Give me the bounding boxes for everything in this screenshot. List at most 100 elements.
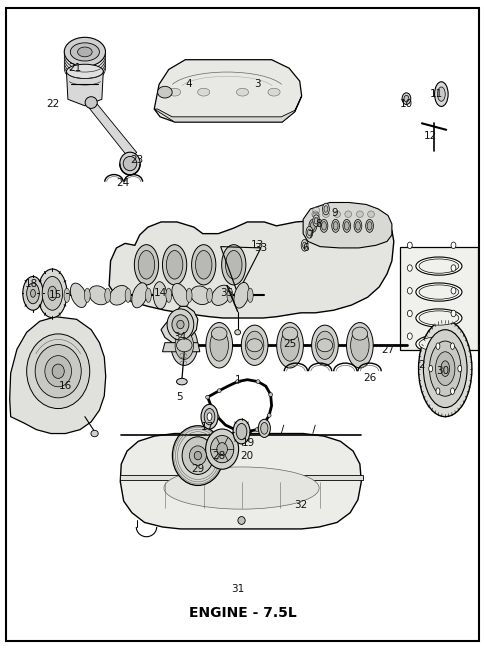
Ellipse shape [350, 329, 368, 361]
Ellipse shape [120, 152, 140, 175]
Text: 34: 34 [172, 332, 186, 343]
Ellipse shape [267, 88, 279, 96]
Ellipse shape [45, 356, 72, 387]
Text: 35: 35 [220, 288, 233, 299]
Text: 27: 27 [380, 345, 394, 356]
Ellipse shape [64, 37, 105, 66]
Ellipse shape [23, 276, 43, 310]
Ellipse shape [415, 309, 461, 327]
Ellipse shape [157, 86, 172, 98]
Ellipse shape [282, 327, 297, 340]
Ellipse shape [30, 289, 35, 297]
Ellipse shape [217, 389, 221, 393]
Ellipse shape [200, 404, 218, 429]
Polygon shape [154, 60, 301, 122]
Ellipse shape [434, 82, 447, 106]
Ellipse shape [77, 47, 92, 56]
Polygon shape [302, 202, 391, 248]
Ellipse shape [191, 245, 215, 285]
Text: 4: 4 [185, 79, 192, 90]
Text: 12: 12 [423, 131, 437, 141]
Ellipse shape [236, 88, 248, 96]
Ellipse shape [428, 365, 432, 372]
Ellipse shape [172, 284, 188, 307]
Ellipse shape [91, 430, 98, 437]
Ellipse shape [351, 327, 367, 340]
Ellipse shape [166, 251, 182, 279]
Ellipse shape [27, 283, 39, 304]
Ellipse shape [450, 343, 454, 349]
Polygon shape [399, 247, 477, 350]
Ellipse shape [138, 251, 154, 279]
Polygon shape [162, 343, 199, 352]
Polygon shape [10, 317, 106, 434]
Ellipse shape [255, 428, 258, 432]
Text: 33: 33 [254, 243, 267, 253]
Ellipse shape [232, 419, 250, 444]
Polygon shape [66, 71, 103, 106]
Ellipse shape [51, 282, 65, 309]
Ellipse shape [323, 206, 327, 212]
Ellipse shape [310, 221, 315, 230]
Text: 21: 21 [68, 63, 82, 73]
Ellipse shape [153, 282, 166, 309]
Ellipse shape [35, 345, 81, 398]
Ellipse shape [64, 47, 105, 76]
Ellipse shape [308, 219, 316, 232]
Ellipse shape [307, 229, 311, 236]
Ellipse shape [415, 335, 461, 353]
Ellipse shape [407, 265, 411, 271]
Ellipse shape [205, 395, 209, 399]
Ellipse shape [437, 87, 444, 101]
Ellipse shape [233, 428, 237, 432]
Ellipse shape [42, 276, 62, 310]
Ellipse shape [267, 413, 271, 417]
Ellipse shape [342, 219, 350, 232]
Ellipse shape [355, 221, 360, 230]
Ellipse shape [190, 286, 211, 304]
Ellipse shape [276, 323, 303, 368]
Ellipse shape [70, 43, 99, 61]
Ellipse shape [256, 380, 259, 384]
Text: 24: 24 [116, 178, 129, 188]
Text: 8: 8 [315, 219, 321, 229]
Ellipse shape [344, 211, 351, 217]
Ellipse shape [85, 97, 97, 108]
Ellipse shape [450, 265, 455, 271]
Ellipse shape [64, 54, 105, 82]
Ellipse shape [311, 325, 337, 365]
Text: 2: 2 [418, 360, 424, 370]
Ellipse shape [211, 327, 227, 340]
Ellipse shape [27, 334, 90, 409]
Ellipse shape [305, 227, 312, 238]
Ellipse shape [319, 219, 327, 232]
Ellipse shape [64, 288, 70, 302]
Text: 10: 10 [399, 99, 412, 109]
Text: 7: 7 [306, 230, 313, 240]
Ellipse shape [407, 242, 411, 249]
Ellipse shape [314, 217, 318, 224]
Ellipse shape [207, 413, 212, 421]
Ellipse shape [211, 285, 230, 306]
Ellipse shape [440, 361, 449, 376]
Ellipse shape [344, 221, 348, 230]
Polygon shape [120, 475, 362, 480]
Text: 13: 13 [250, 240, 263, 251]
Text: 6: 6 [302, 243, 308, 253]
Ellipse shape [205, 429, 238, 469]
Ellipse shape [89, 286, 109, 305]
Text: 18: 18 [25, 279, 38, 289]
Ellipse shape [245, 331, 263, 360]
Ellipse shape [457, 365, 461, 372]
Ellipse shape [132, 283, 147, 308]
Ellipse shape [215, 415, 219, 419]
Ellipse shape [197, 88, 209, 96]
Ellipse shape [227, 288, 232, 302]
Ellipse shape [450, 242, 455, 249]
Text: 30: 30 [435, 366, 448, 376]
Ellipse shape [415, 283, 461, 301]
Ellipse shape [176, 378, 187, 385]
Ellipse shape [280, 329, 299, 361]
Polygon shape [109, 221, 393, 318]
Ellipse shape [233, 282, 249, 308]
